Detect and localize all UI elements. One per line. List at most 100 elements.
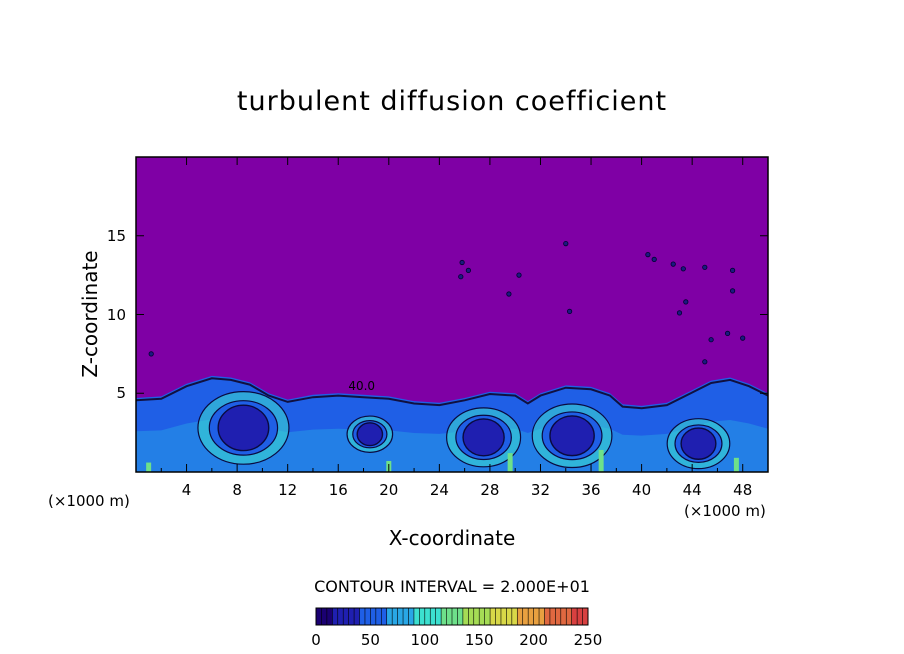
isolated-spot (645, 252, 651, 258)
eddy-ring-inner (462, 418, 505, 457)
colorbar-cell (473, 608, 480, 625)
isolated-spot (465, 267, 471, 273)
eddy-core (346, 415, 394, 453)
colorbar-cell (408, 608, 415, 625)
isolated-spot (459, 259, 465, 266)
boundary-contour-line (136, 377, 768, 410)
colorbar-cell (326, 608, 333, 625)
x-tick-label: 12 (278, 481, 298, 499)
axis-ticks (136, 157, 768, 472)
isolated-spot (148, 351, 154, 357)
isolated-spot (708, 337, 714, 343)
colorbar-cell (424, 608, 431, 625)
surface-streak (733, 457, 739, 472)
colorbar-cell (560, 608, 567, 625)
contour-interval-text: CONTOUR INTERVAL = 2.000E+01 (314, 577, 590, 596)
colorbar-cell (375, 608, 382, 625)
eddy-core (666, 418, 731, 470)
y-tick-label: 5 (116, 384, 126, 403)
colorbar-cell (446, 608, 453, 625)
y-tick-label: 10 (106, 305, 126, 324)
eddy-core (531, 403, 613, 469)
colorbar-cell (577, 608, 583, 625)
colorbar-cell (441, 608, 447, 625)
colorbar-cell (343, 608, 350, 625)
colorbar-cell (413, 608, 420, 625)
colorbar-cell (555, 608, 562, 625)
colorbar-cell (528, 608, 534, 625)
isolated-spot (729, 267, 736, 273)
colorbar-cell (359, 608, 366, 625)
colorbar-cell (533, 608, 540, 625)
colorbar-cell (397, 608, 404, 625)
eddy-ring-inner (356, 422, 384, 447)
colorbar-tick-label: 0 (311, 631, 321, 649)
x-tick-label: 44 (682, 481, 702, 499)
x-tick-label: 24 (429, 481, 449, 499)
colorbar-cell (348, 608, 355, 625)
colorbar-cell (354, 608, 360, 625)
y-tick-label: 15 (106, 226, 126, 245)
isolated-spot (566, 308, 573, 314)
isolated-spot (740, 335, 746, 341)
eddy-ring-inner (217, 404, 270, 452)
colorbar-cell (490, 608, 496, 625)
colorbar-cell (430, 608, 437, 625)
eddy-core (197, 391, 290, 465)
colorbar-cell (370, 608, 377, 625)
x-axis-label: X-coordinate (388, 526, 516, 550)
colorbar-tick-label: 50 (360, 631, 380, 649)
isolated-spot (670, 261, 676, 267)
eddy-ring-inner (680, 427, 717, 460)
contour-value-label: 40.0 (348, 379, 375, 393)
colorbar-cell (332, 608, 339, 625)
colorbar-cell (566, 608, 573, 625)
x-tick-label: 36 (581, 481, 601, 499)
colorbar-cell (506, 608, 513, 625)
colorbar-tick-label: 100 (410, 631, 440, 649)
colorbar-cell (316, 608, 322, 625)
x-tick-label: 4 (181, 481, 192, 499)
x-tick-label: 16 (328, 481, 348, 499)
x-tick-label: 28 (480, 481, 500, 499)
isolated-spot (702, 264, 708, 270)
colorbar-cell (500, 608, 507, 625)
colorbar-cell (582, 608, 589, 625)
y-axis-unit: (×1000 m) (48, 492, 130, 510)
colorbar-cell (337, 608, 344, 625)
isolated-spot (683, 299, 689, 305)
colorbar-cell (462, 608, 469, 625)
surface-streak (146, 462, 152, 472)
colorbar-tick-label: 150 (464, 631, 494, 649)
colorbar-cell (479, 608, 486, 625)
colorbar-cell (571, 608, 578, 625)
colorbar-cell (381, 608, 388, 625)
colorbar-cell (435, 608, 442, 625)
x-tick-label: 40 (632, 481, 652, 499)
isolated-spot (680, 266, 686, 272)
colorbar-cell (457, 608, 464, 625)
colorbar-cell (522, 608, 529, 625)
colorbar-cell (452, 608, 458, 625)
isolated-spot (724, 330, 731, 336)
colorbar-cell (517, 608, 524, 625)
x-tick-label: 48 (733, 481, 753, 499)
colorbar-cell (392, 608, 398, 625)
colorbar-cell (495, 608, 502, 625)
colorbar-cell (403, 608, 409, 625)
surface-streak (598, 449, 604, 472)
colorbar-tick-label: 250 (573, 631, 603, 649)
y-axis-label: Z-coordinate (78, 250, 102, 378)
isolated-spot (702, 359, 708, 365)
x-axis-unit: (×1000 m) (684, 502, 766, 520)
colorbar-cell (539, 608, 545, 625)
colorbar-cell (511, 608, 518, 625)
colorbar-cell (484, 608, 491, 625)
x-tick-label: 20 (379, 481, 399, 499)
isolated-spot (651, 256, 657, 262)
x-tick-label: 8 (232, 481, 242, 499)
colorbar-frame (315, 607, 589, 626)
isolated-spot (729, 288, 736, 294)
isolated-spot (563, 241, 569, 247)
